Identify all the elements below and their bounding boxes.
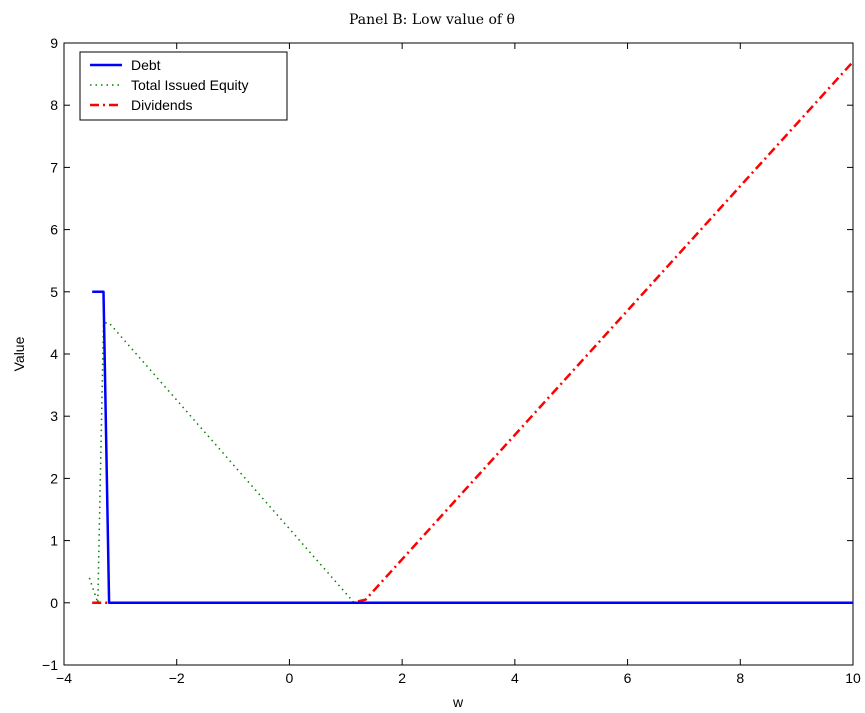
y-tick-label: 1 [50,533,58,549]
axis-ticks [63,42,854,666]
x-tick-label: 2 [398,670,406,686]
x-tick-label: −4 [56,670,72,686]
chart-title: Panel B: Low value of θ [349,12,515,28]
y-tick-label: 4 [50,346,58,362]
y-axis-label: Value [11,336,27,371]
series-line-debt [92,290,853,605]
x-tick-label: 6 [624,670,632,686]
y-tick-label: 7 [50,159,58,175]
y-tick-label: 6 [50,222,58,238]
x-axis-label: w [452,694,464,710]
y-tick-label: 9 [50,35,58,51]
x-tick-label: 8 [736,670,744,686]
x-tick-label: 4 [511,670,519,686]
y-tick-label: 5 [50,284,58,300]
legend-label: Debt [131,57,161,73]
x-tick-label: 10 [845,670,861,686]
x-tick-label: −2 [169,670,185,686]
legend-entries: Debt Total Issued Equity Dividends [90,57,249,113]
y-tick-label: −1 [42,657,58,673]
y-tick-label: 8 [50,97,58,113]
x-tick-label: 0 [286,670,294,686]
y-tick-label: 0 [50,595,58,611]
y-tick-label: 3 [50,408,58,424]
legend-label: Dividends [131,97,192,113]
legend: Debt Total Issued Equity Dividends [79,51,288,121]
series-lines [88,60,854,605]
axis-tick-labels: −4 −2 0 2 4 6 8 10 −1 0 1 2 3 4 5 6 7 8 9 [42,35,861,686]
series-line-dividends [92,60,854,605]
legend-label: Total Issued Equity [131,77,249,93]
plot-area [63,42,854,666]
y-tick-label: 2 [50,470,58,486]
legend-box [79,51,288,121]
